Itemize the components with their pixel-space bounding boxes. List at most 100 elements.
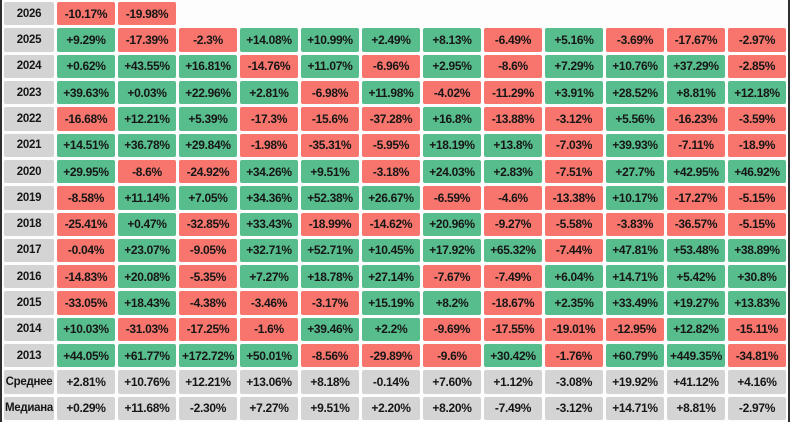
return-cell: +5.16%: [545, 28, 603, 52]
return-cell: +3.91%: [545, 80, 603, 105]
return-cell: +10.76%: [606, 54, 664, 78]
return-cell: +9.51%: [301, 396, 359, 420]
return-cell: -5.15%: [728, 186, 786, 210]
return-cell: -4.6%: [484, 186, 542, 210]
year-row-label: 2022: [4, 107, 54, 131]
return-cell: -8.6%: [118, 159, 176, 184]
return-cell: -3.83%: [606, 212, 664, 236]
year-row-label: 2020: [4, 159, 54, 184]
return-cell: +34.36%: [240, 186, 298, 210]
return-cell: +10.45%: [362, 238, 420, 263]
year-row-label: 2017: [4, 238, 54, 263]
return-cell: +12.18%: [728, 80, 786, 105]
year-row-label: 2026: [4, 2, 54, 26]
return-cell: -17.3%: [240, 107, 298, 131]
return-cell: -17.39%: [118, 28, 176, 52]
return-cell: +2.35%: [545, 291, 603, 315]
return-cell: -3.46%: [240, 291, 298, 315]
return-cell: +20.08%: [118, 265, 176, 289]
return-cell: -17.27%: [667, 186, 725, 210]
return-cell: +11.68%: [118, 396, 176, 420]
return-cell: +36.78%: [118, 133, 176, 157]
return-cell: -9.69%: [423, 317, 481, 342]
return-cell: +13.83%: [728, 291, 786, 315]
return-cell: +18.43%: [118, 291, 176, 315]
return-cell: +34.26%: [240, 159, 298, 184]
year-row-label: 2021: [4, 133, 54, 157]
return-cell: +19.92%: [606, 370, 664, 394]
return-cell: +12.21%: [179, 370, 237, 394]
empty-cell: [545, 2, 603, 25]
return-cell: +53.48%: [667, 238, 725, 263]
return-cell: -3.12%: [545, 107, 603, 131]
return-cell: -4.38%: [179, 291, 237, 315]
return-cell: -5.95%: [362, 133, 420, 157]
year-row-label: 2025: [4, 28, 54, 52]
return-cell: +11.14%: [118, 186, 176, 210]
empty-cell: [301, 2, 359, 25]
return-cell: +46.92%: [728, 159, 786, 184]
return-cell: -2.3%: [179, 28, 237, 52]
empty-cell: [728, 2, 786, 25]
return-cell: +5.56%: [606, 107, 664, 131]
return-cell: -32.85%: [179, 212, 237, 236]
return-cell: -3.12%: [545, 396, 603, 420]
return-cell: -6.49%: [484, 28, 542, 52]
return-cell: +52.71%: [301, 238, 359, 263]
return-cell: -6.59%: [423, 186, 481, 210]
return-cell: -7.49%: [484, 396, 542, 420]
return-cell: +0.47%: [118, 212, 176, 236]
return-cell: -7.44%: [545, 238, 603, 263]
return-cell: +10.03%: [57, 317, 115, 342]
return-cell: +37.29%: [667, 54, 725, 78]
return-cell: -6.98%: [301, 80, 359, 105]
return-cell: -8.6%: [484, 54, 542, 78]
return-cell: -2.97%: [728, 28, 786, 52]
return-cell: +42.95%: [667, 159, 725, 184]
empty-cell: [362, 2, 420, 25]
return-cell: -11.29%: [484, 80, 542, 105]
return-cell: -16.68%: [57, 107, 115, 131]
return-cell: +7.27%: [240, 265, 298, 289]
return-cell: -17.67%: [667, 28, 725, 52]
return-cell: +33.43%: [240, 212, 298, 236]
return-cell: +14.51%: [57, 133, 115, 157]
return-cell: +14.71%: [606, 396, 664, 420]
return-cell: +65.32%: [484, 238, 542, 263]
return-cell: +16.81%: [179, 54, 237, 78]
return-cell: +2.20%: [362, 396, 420, 420]
return-cell: +5.42%: [667, 265, 725, 289]
return-cell: +39.63%: [57, 80, 115, 105]
return-cell: +18.19%: [423, 133, 481, 157]
return-cell: +19.27%: [667, 291, 725, 315]
return-cell: -15.11%: [728, 317, 786, 342]
return-cell: +43.55%: [118, 54, 176, 78]
return-cell: +7.60%: [423, 370, 481, 394]
return-cell: +2.83%: [484, 159, 542, 184]
year-row-label: 2013: [4, 344, 54, 368]
return-cell: -3.69%: [606, 28, 664, 52]
summary-row-label: Среднее: [4, 370, 54, 394]
return-cell: -0.14%: [362, 370, 420, 394]
return-cell: +60.79%: [606, 344, 664, 368]
return-cell: -9.05%: [179, 238, 237, 263]
return-cell: +2.2%: [362, 317, 420, 342]
return-cell: -2.97%: [728, 396, 786, 420]
return-cell: +2.49%: [362, 28, 420, 52]
return-cell: +28.52%: [606, 80, 664, 105]
return-cell: -4.02%: [423, 80, 481, 105]
return-cell: +8.20%: [423, 396, 481, 420]
year-row-label: 2018: [4, 212, 54, 236]
return-cell: -19.01%: [545, 317, 603, 342]
return-cell: +14.08%: [240, 28, 298, 52]
return-cell: +8.18%: [301, 370, 359, 394]
return-cell: +41.12%: [667, 370, 725, 394]
return-cell: +11.98%: [362, 80, 420, 105]
return-cell: +32.71%: [240, 238, 298, 263]
return-cell: +39.46%: [301, 317, 359, 342]
return-cell: +8.81%: [667, 80, 725, 105]
return-cell: -15.6%: [301, 107, 359, 131]
return-cell: -13.38%: [545, 186, 603, 210]
return-cell: -37.28%: [362, 107, 420, 131]
